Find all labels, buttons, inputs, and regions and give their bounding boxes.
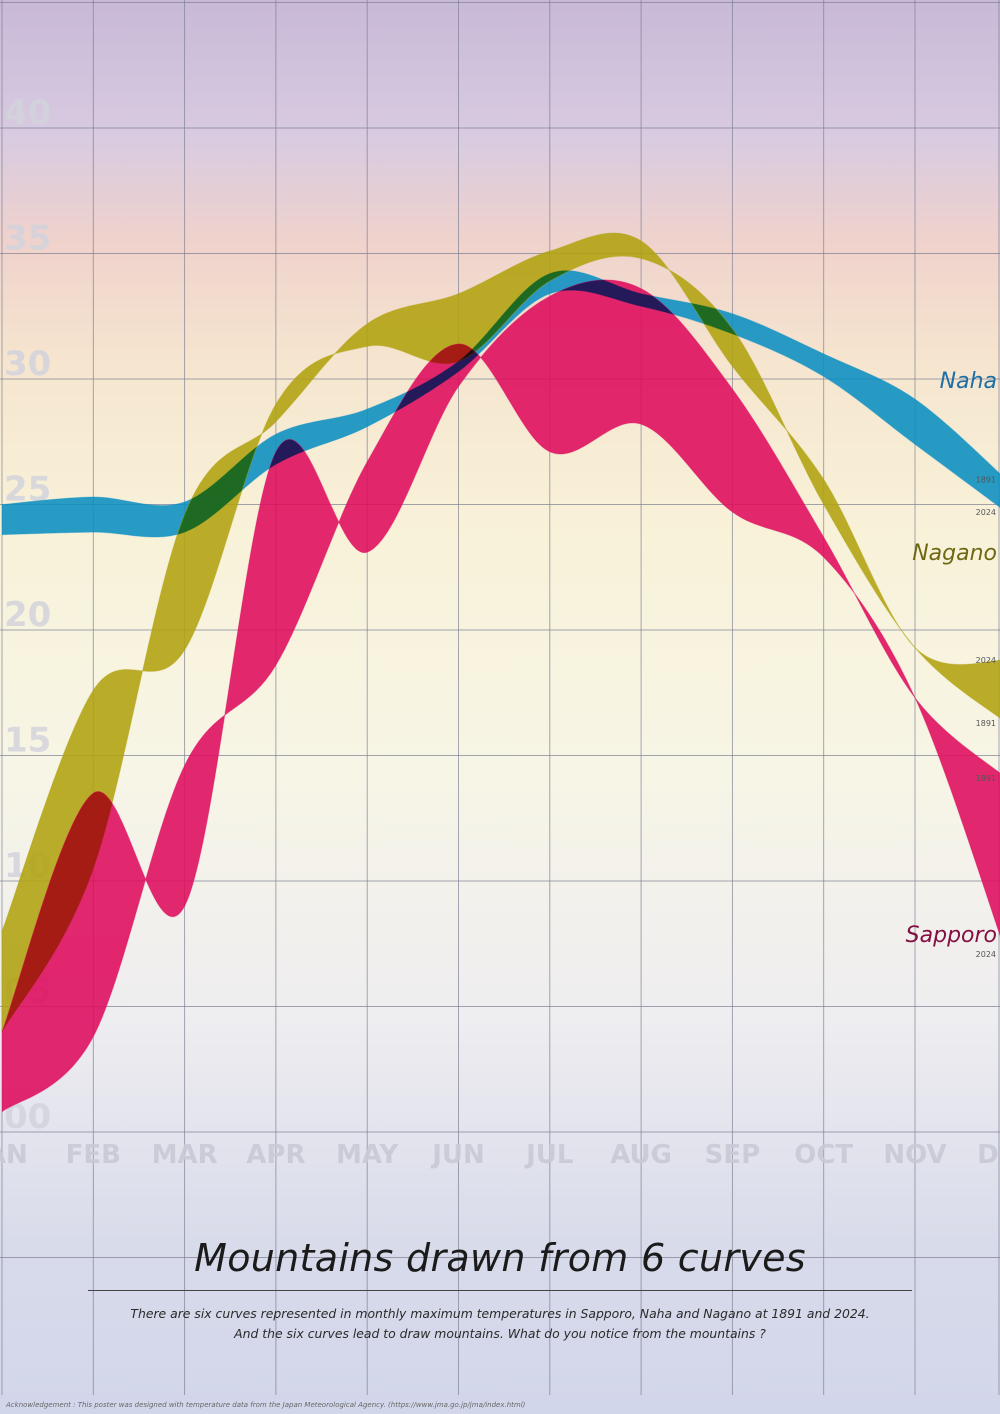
acknowledgement: Acknowledgement : This poster was design… [6,1401,526,1409]
x-tick-label: SEP [705,1140,761,1170]
year-label: 2024 [976,656,996,665]
y-tick-label: 20 [4,595,51,635]
naha-band [2,270,1000,538]
sapporo-1891-line [1,279,1000,1032]
year-label: 2024 [976,950,996,959]
year-labels: 1891 2024 1891 2024 1891 2024 [976,475,996,958]
x-tick-label: JAN [0,1140,28,1170]
year-label: 1891 [976,774,996,783]
y-tick-label: 35 [4,219,51,259]
subtitle-line-2: And the six curves lead to draw mountain… [234,1326,766,1341]
sapporo-2024-line [1,343,1000,1113]
nagano-2024-line [1,232,1000,1032]
x-tick-label: JUL [524,1140,573,1170]
y-tick-label: 30 [4,344,51,384]
nagano-label: Nagano [912,541,997,566]
x-axis-labels: JAN FEB MAR APR MAY JUN JUL AUG SEP OCT NOV DEC [0,1140,1000,1170]
x-tick-label: APR [246,1140,305,1170]
y-tick-label: 15 [4,721,51,761]
x-tick-label: OCT [794,1140,853,1170]
year-label: 2024 [976,508,996,517]
x-tick-label: NOV [883,1140,946,1170]
sapporo-band [2,279,1000,1112]
x-tick-label: AUG [610,1140,672,1170]
x-tick-label: FEB [66,1140,121,1170]
year-label: 1891 [976,475,996,484]
x-tick-label: MAY [336,1140,400,1170]
naha-label: Naha [940,369,997,394]
data-bands [1,232,1000,1113]
poster-title: Mountains drawn from 6 curves [194,1236,806,1280]
x-tick-label: MAR [152,1140,218,1170]
x-tick-label: JUN [430,1140,485,1170]
year-label: 1891 [976,719,996,728]
y-tick-label: 40 [4,93,51,133]
city-labels: Naha Nagano Sapporo [906,369,997,948]
title-divider [88,1290,912,1291]
subtitle-line-1: There are six curves represented in mont… [130,1306,870,1321]
sapporo-label: Sapporo [906,923,997,948]
x-tick-label: DEC [977,1140,1000,1170]
